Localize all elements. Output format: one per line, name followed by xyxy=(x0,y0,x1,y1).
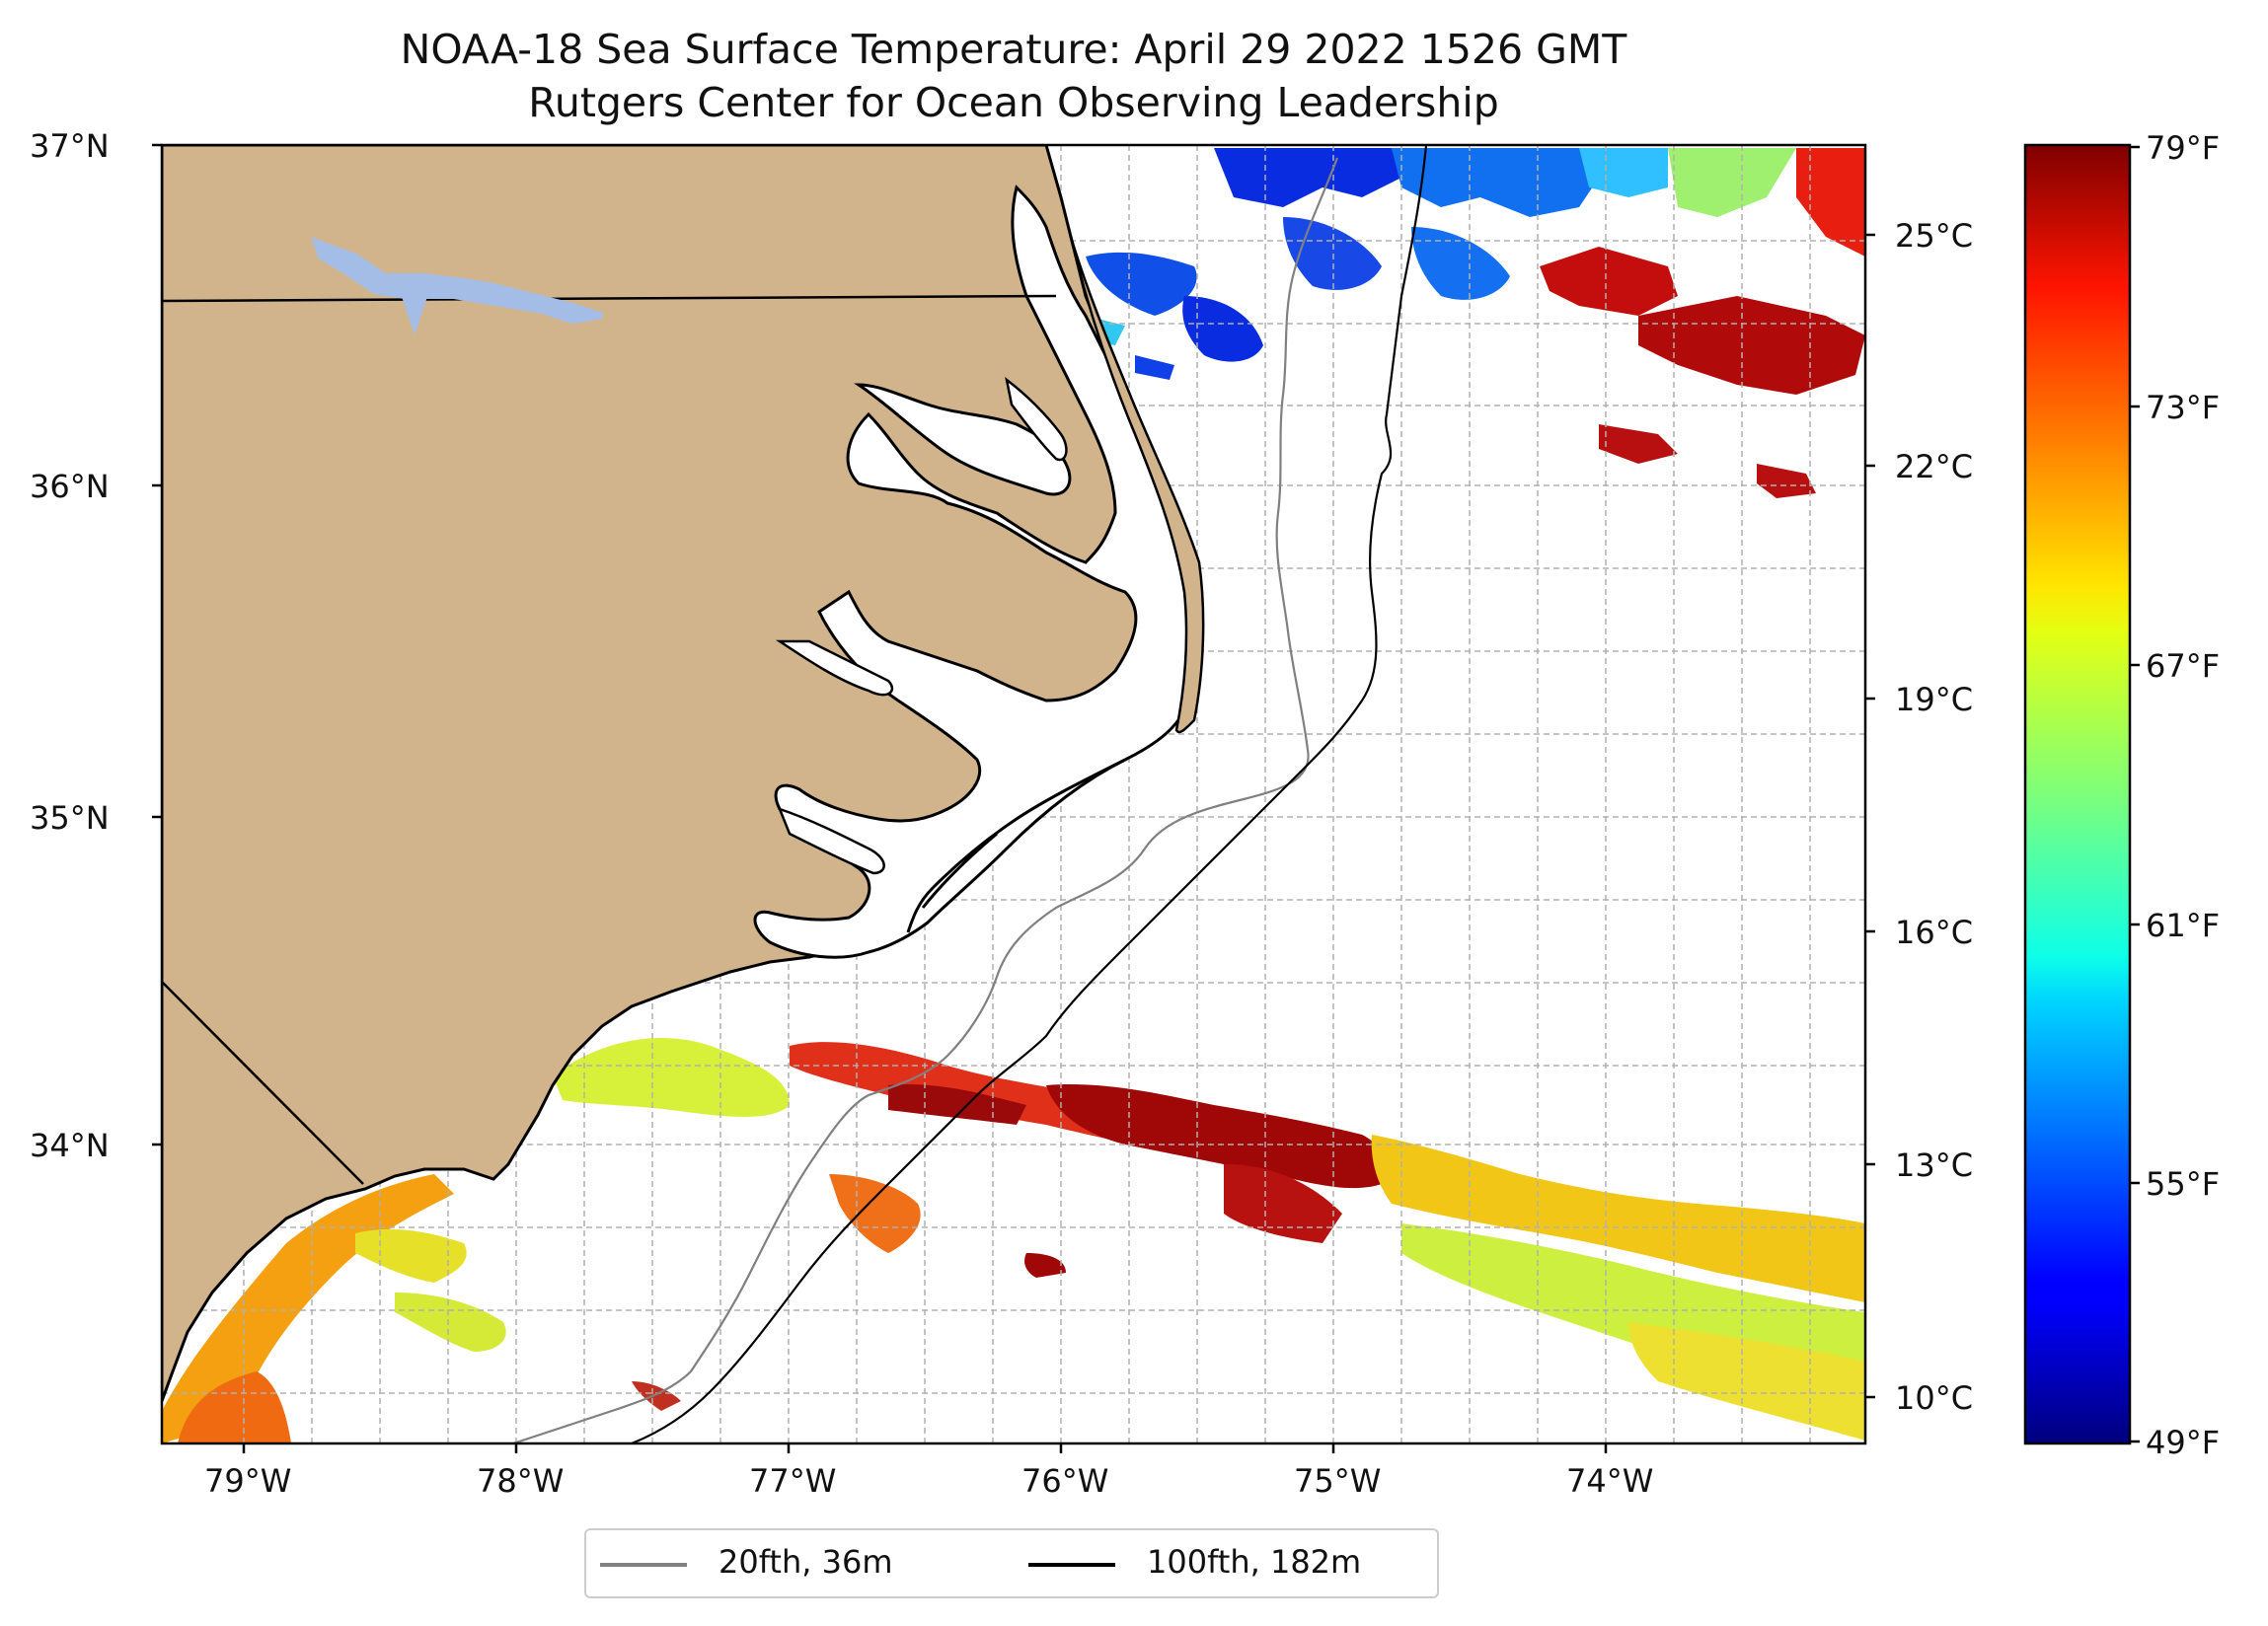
colorbar xyxy=(2023,143,2132,1445)
chowan-river xyxy=(1005,377,1068,462)
legend-label-20fth: 20fth, 36m xyxy=(718,1543,893,1581)
lon-label: 75°W xyxy=(1294,1462,1382,1500)
lon-label: 79°W xyxy=(204,1462,292,1500)
colorbar-c-label: 16°C xyxy=(1895,914,1974,951)
chart-subtitle: Rutgers Center for Ocean Observing Leade… xyxy=(528,79,1499,126)
isobath-20fth xyxy=(512,157,1339,1443)
colorbar-c-label: 25°C xyxy=(1895,217,1974,255)
albemarle-sound xyxy=(854,383,1072,496)
lat-label: 34°N xyxy=(30,1127,110,1164)
colorbar-f-label: 55°F xyxy=(2146,1165,2221,1203)
colorbar-c-label: 19°C xyxy=(1895,681,1974,718)
colorbar-c-label: 10°C xyxy=(1895,1379,1974,1417)
lon-label: 78°W xyxy=(477,1462,565,1500)
lat-label: 36°N xyxy=(30,468,110,505)
colorbar-f-label: 67°F xyxy=(2146,647,2221,685)
colorbar-c-label: 22°C xyxy=(1895,448,1974,485)
state-border-nc-sc xyxy=(162,981,364,1185)
kerr-lake xyxy=(311,236,603,335)
lon-label: 76°W xyxy=(1021,1462,1109,1500)
legend-line-20fth xyxy=(600,1563,687,1567)
chart-title: NOAA-18 Sea Surface Temperature: April 2… xyxy=(400,26,1627,73)
colorbar-ticks xyxy=(1865,145,2140,1443)
pamlico-river xyxy=(775,639,894,697)
map-frame xyxy=(160,143,1867,1445)
lat-label: 35°N xyxy=(30,799,110,837)
lon-label: 77°W xyxy=(749,1462,837,1500)
lat-label: 37°N xyxy=(30,127,110,165)
outer-banks xyxy=(1069,236,1205,734)
lon-ticks xyxy=(242,1443,1608,1453)
colorbar-c-label: 13°C xyxy=(1895,1146,1974,1184)
neuse-river xyxy=(777,806,885,875)
lon-label: 74°W xyxy=(1566,1462,1654,1500)
sst-data-layer xyxy=(162,148,1865,1443)
colorbar-f-label: 49°F xyxy=(2146,1424,2221,1461)
legend: 20fth, 36m 100fth, 182m xyxy=(584,1528,1439,1598)
colorbar-f-label: 61°F xyxy=(2146,907,2221,944)
legend-label-100fth: 100fth, 182m xyxy=(1147,1543,1362,1581)
lat-ticks xyxy=(152,143,162,1146)
colorbar-f-label: 73°F xyxy=(2146,389,2221,426)
barrier-islands-south xyxy=(906,758,1126,933)
isobath-100fth xyxy=(631,145,1428,1443)
legend-line-100fth xyxy=(1028,1563,1115,1567)
colorbar-f-label: 79°F xyxy=(2146,129,2221,167)
state-border-va-nc xyxy=(162,294,1057,303)
